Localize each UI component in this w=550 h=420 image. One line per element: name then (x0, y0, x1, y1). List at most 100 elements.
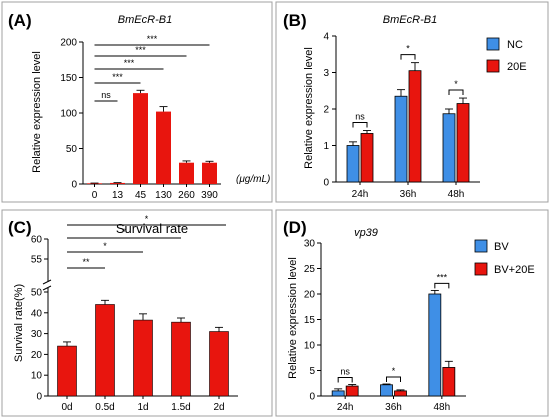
panel-c-x-tick-label: 2d (213, 402, 224, 413)
panel-b-y-tick-label: 3 (323, 68, 329, 79)
panel-c-y-tick-label: 60 (31, 235, 43, 246)
panel-d-bar-bv (331, 390, 345, 397)
panel-b-bar-20e (408, 70, 422, 183)
panel-c-bar (171, 321, 191, 397)
panel-c-label: (C) (8, 218, 32, 237)
panel-c-y-tick-label: 0 (36, 392, 42, 403)
panel-b-significance-bracket (352, 122, 368, 128)
panel-b-significance-bracket (400, 54, 416, 60)
panel-c-significance-label: * (103, 241, 107, 251)
panel-a-x-tick-label: 0 (92, 190, 98, 201)
panel-a-x-tick-label: 13 (112, 190, 124, 201)
panel-b-y-tick-label: 0 (323, 178, 329, 189)
panel-b-bar-20e (360, 133, 374, 183)
panel-d-significance-bracket (434, 282, 450, 289)
panel-a: (A) BmEcR-B1 Relative expression level (… (1, 1, 273, 203)
panel-c-significance-label: ** (82, 257, 90, 267)
panel-b-x-tick-label: 36h (400, 189, 417, 200)
panel-a-label: (A) (8, 11, 32, 30)
panel-a-bar (179, 162, 194, 184)
panel-a-significance-label: *** (147, 34, 158, 44)
panel-b-title: BmEcR-B1 (383, 14, 437, 26)
panel-d-bar-bv-20e (442, 367, 456, 397)
panel-a-bar (110, 182, 125, 184)
panel-d-significance-label: ns (340, 367, 350, 377)
panel-a-y-tick-label: 150 (60, 73, 77, 84)
panel-c-x-tick-label: 0.5d (95, 402, 114, 413)
panel-a-bar (202, 162, 217, 184)
panel-b-y-tick-label: 2 (323, 105, 329, 116)
panel-d-y-tick-label: 30 (304, 239, 316, 250)
panel-d-significance-label: * (392, 366, 396, 376)
panel-b-frame (275, 1, 549, 203)
panel-b-significance-label: * (454, 79, 458, 89)
panel-d-legend-label: BV (494, 241, 509, 253)
panel-a-significance-label: ns (101, 90, 111, 100)
panel-d-y-tick-label: 25 (304, 264, 316, 275)
panel-c-y-axis-label: Survival rate(%) (13, 284, 25, 362)
panel-a-x-tick-label: 45 (135, 190, 147, 201)
panel-d-y-tick-label: 10 (304, 341, 316, 352)
panel-d-legend-swatch-bv-20e (474, 262, 488, 276)
panel-b-x-tick-label: 24h (352, 189, 369, 200)
panel-c-significance-label: * (122, 227, 126, 237)
panel-c-y-tick-label: 20 (31, 350, 43, 361)
panel-c-bar (209, 331, 229, 397)
panel-a-x-tick-label: 130 (155, 190, 172, 201)
panel-d-y-axis-label: Relative expression level (287, 257, 299, 379)
panel-d-y-tick-label: 15 (304, 315, 316, 326)
panel-b-bar-nc (346, 145, 360, 183)
panel-c-x-tick-label: 0d (61, 402, 72, 413)
panel-a-bar (87, 183, 102, 184)
panel-b-significance-label: * (406, 44, 410, 54)
panel-c-y-tick-label: 55 (31, 255, 43, 266)
panel-b-significance-label: ns (355, 112, 365, 122)
panel-c-significance-label: * (145, 214, 149, 224)
panel-a-y-tick-label: 200 (60, 38, 77, 49)
panel-a-significance-label: *** (135, 45, 146, 55)
panel-a-bar (133, 93, 148, 184)
panel-b-y-tick-label: 1 (323, 141, 329, 152)
panel-b-y-axis-label: Relative expression level (303, 47, 315, 169)
panel-d-significance-label: *** (437, 272, 448, 282)
panel-c-y-tick-label: 50 (31, 288, 43, 299)
panel-b-y-tick-label: 4 (323, 32, 329, 43)
panel-d-x-tick-label: 36h (385, 402, 402, 413)
panel-a-y-tick-label: 100 (60, 109, 77, 120)
panel-c-x-tick-label: 1.5d (171, 402, 190, 413)
panel-c-y-tick-label: 10 (31, 371, 43, 382)
panel-b-bar-nc (442, 113, 456, 183)
panel-c-title: Survival rate (116, 221, 188, 236)
panel-a-x-tick-label: 390 (201, 190, 218, 201)
panel-c-axis-break-mark (42, 279, 52, 285)
panel-b-significance-bracket (448, 89, 464, 96)
panel-d-bar-bv (380, 384, 393, 397)
panel-a-y-tick-label: 50 (66, 144, 78, 155)
panel-d-significance-bracket (386, 376, 401, 383)
panel-b-legend-label: NC (507, 39, 523, 51)
panel-d-bar-bv (428, 293, 442, 397)
panel-c-bar (133, 319, 153, 397)
panel-d-bar-bv-20e (345, 385, 359, 397)
panel-d-bar-bv-20e (394, 390, 407, 397)
panel-b-legend-swatch-20e (486, 59, 500, 73)
panel-d-legend-label: BV+20E (494, 264, 535, 276)
panel-a-y-tick-label: 0 (71, 180, 77, 191)
panel-a-title: BmEcR-B1 (118, 14, 172, 26)
panel-b-label: (B) (283, 11, 307, 30)
panel-d-frame (275, 209, 549, 417)
panel-a-y-axis-label: Relative expression level (31, 51, 43, 173)
panel-a-significance-label: *** (112, 72, 123, 82)
panel-b-bar-20e (456, 103, 470, 183)
panel-c-frame (1, 209, 273, 417)
panel-b: (B) BmEcR-B1 Relative expression level (275, 1, 549, 203)
panel-c-y-tick-label: 40 (31, 308, 43, 319)
panel-d-label: (D) (283, 218, 307, 237)
panel-b-x-tick-label: 48h (448, 189, 465, 200)
panel-b-legend-label: 20E (507, 61, 527, 73)
panel-c-bar (57, 345, 77, 397)
panel-b-bar-nc (394, 95, 408, 183)
panel-d-y-tick-label: 5 (309, 366, 315, 377)
